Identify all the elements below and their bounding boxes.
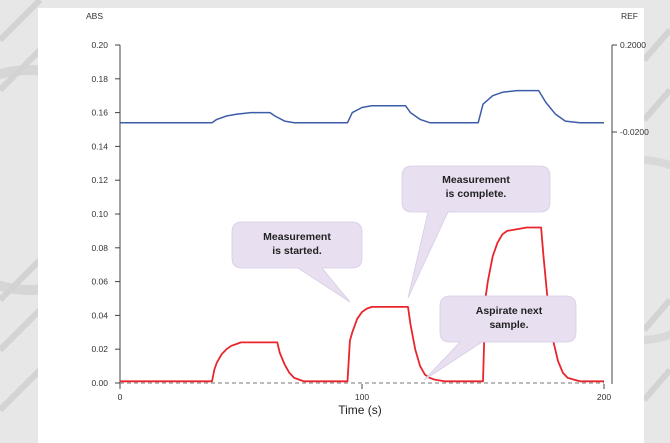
- y-axis-title: ABS: [86, 11, 103, 21]
- series-line-blue: [120, 91, 604, 123]
- x-axis-title: Time (s): [338, 403, 382, 417]
- y2-tick-label-mid: -0.0200: [620, 127, 649, 137]
- x-tick-label: 0: [118, 392, 123, 402]
- x-tick-label: 100: [355, 392, 369, 402]
- callout-line-2: sample.: [489, 319, 528, 331]
- callout-line-1: Aspirate next: [476, 305, 543, 317]
- callout-line-2: is complete.: [446, 188, 507, 200]
- y2-axis-title: REF: [621, 11, 638, 21]
- callout-measurement-started: Measurement is started.: [232, 222, 362, 302]
- y-axis-ticks: 0.00 0.02 0.04 0.06 0.08 0.10 0.12 0.14 0.16 0.18…: [91, 40, 120, 388]
- callout-line-1: Measurement: [442, 174, 510, 186]
- y-tick-label: 0.04: [91, 310, 108, 320]
- x-axis-ticks: 0 100 200: [118, 384, 612, 402]
- callout-line-1: Measurement: [263, 231, 331, 243]
- y-tick-label: 0.18: [91, 74, 108, 84]
- y-tick-label: 0.06: [91, 277, 108, 287]
- y-tick-label: 0.02: [91, 344, 108, 354]
- y-tick-label: 0.14: [91, 141, 108, 151]
- callout-measurement-complete: Measurement is complete.: [402, 166, 550, 298]
- x-tick-label: 200: [597, 392, 611, 402]
- y-tick-label: 0.10: [91, 209, 108, 219]
- y-tick-label: 0.12: [91, 175, 108, 185]
- y-tick-label: 0.00: [91, 378, 108, 388]
- callout-aspirate-next-sample: Aspirate next sample.: [424, 296, 576, 380]
- y-tick-label: 0.16: [91, 108, 108, 118]
- callout-line-2: is started.: [272, 245, 322, 257]
- y-tick-label: 0.08: [91, 243, 108, 253]
- y-tick-label: 0.20: [91, 40, 108, 50]
- y2-tick-label-top: 0.2000: [620, 40, 646, 50]
